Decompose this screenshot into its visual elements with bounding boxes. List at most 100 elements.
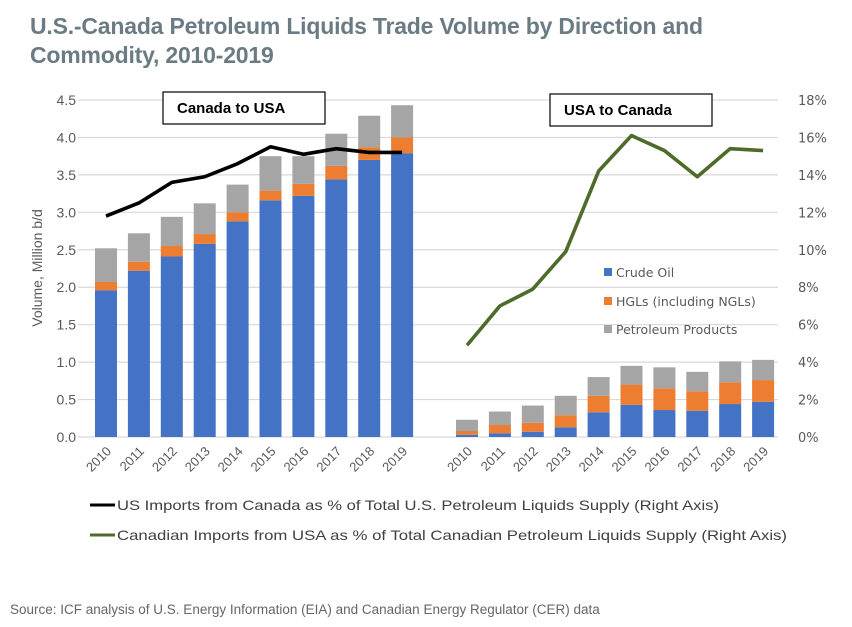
bar-usa-to-canada-crude-oil-2019 — [752, 401, 775, 437]
bar-usa-to-canada-petroleum-products-2015 — [620, 365, 643, 385]
chart-canvas: 0.0 0.5 1.0 1.5 2.0 2.5 3.0 3.5 4.0 4.5 0% 2% 4% 6% 8… — [29, 91, 827, 543]
bar-series — [95, 105, 775, 438]
bar-usa-to-canada-petroleum-products-2017 — [686, 371, 709, 392]
legend-label-canada-line: Canadian Imports from USA as % of Total … — [117, 527, 787, 543]
x-tick-label: 2015 — [609, 444, 640, 475]
legend-swatch-petroleum-products — [604, 325, 612, 333]
bar-usa-to-canada-hgls-2018 — [719, 382, 742, 405]
y-axis-label: Volume, Million b/d — [29, 209, 45, 327]
x-tick-label: 2017 — [313, 444, 344, 475]
x-tick-label: 2010 — [444, 444, 475, 475]
x-tick-label: 2019 — [379, 444, 410, 475]
bar-canada-to-usa-crude-oil-2017 — [325, 179, 348, 438]
bar-usa-to-canada-hgls-2013 — [554, 415, 577, 428]
y2-tick-label: 16% — [798, 131, 827, 146]
panel-label-canada-to-usa: Canada to USA — [162, 91, 326, 125]
bar-canada-to-usa-hgls-2014 — [226, 212, 249, 222]
legend-label-hgls: HGLs (including NGLs) — [616, 294, 756, 309]
y-tick-label: 2.0 — [57, 279, 77, 295]
bar-canada-to-usa-petroleum-products-2016 — [292, 156, 315, 184]
legend-label-us-line: US Imports from Canada as % of Total U.S… — [117, 497, 719, 513]
panel-label-box — [162, 91, 326, 125]
line-series — [105, 133, 764, 347]
y-tick-label: 1.0 — [57, 354, 77, 370]
bar-usa-to-canada-hgls-2016 — [653, 388, 676, 411]
bar-usa-to-canada-hgls-2012 — [521, 422, 544, 432]
bar-usa-to-canada-hgls-2015 — [620, 384, 643, 405]
x-tick-label: 2010 — [83, 444, 114, 475]
bar-canada-to-usa-hgls-2011 — [127, 261, 150, 271]
x-tick-label: 2014 — [576, 444, 607, 475]
y2-tick-label: 8% — [798, 281, 819, 296]
bar-canada-to-usa-crude-oil-2018 — [358, 159, 381, 437]
x-tick-label: 2014 — [215, 444, 246, 475]
bar-canada-to-usa-hgls-2016 — [292, 183, 315, 196]
x-tick-label: 2011 — [478, 444, 508, 474]
y2-tick-label: 4% — [798, 356, 819, 371]
bar-canada-to-usa-hgls-2013 — [193, 234, 216, 244]
bar-usa-to-canada-petroleum-products-2012 — [521, 405, 544, 423]
bar-usa-to-canada-hgls-2010 — [456, 431, 478, 435]
y-tick-label: 0.5 — [57, 392, 77, 408]
bar-usa-to-canada-crude-oil-2011 — [488, 433, 511, 437]
bar-usa-to-canada-petroleum-products-2013 — [554, 395, 577, 416]
y2-tick-label: 10% — [798, 244, 827, 259]
bar-canada-to-usa-crude-oil-2012 — [160, 256, 183, 437]
x-tick-label: 2017 — [674, 444, 705, 475]
line-canada-to-usa — [105, 145, 403, 218]
bar-canada-to-usa-crude-oil-2013 — [193, 243, 216, 437]
bar-canada-to-usa-crude-oil-2011 — [127, 270, 150, 437]
panel-label-usa-to-canada: USA to Canada — [549, 93, 713, 127]
y2-tick-label: 18% — [798, 94, 827, 109]
bar-usa-to-canada-petroleum-products-2011 — [488, 411, 511, 426]
bar-canada-to-usa-petroleum-products-2018 — [358, 115, 381, 148]
panel-label-text: Canada to USA — [177, 100, 286, 117]
bar-usa-to-canada-crude-oil-2017 — [686, 410, 709, 437]
legend-bars: Crude Oil HGLs (including NGLs) Petroleu… — [604, 265, 756, 337]
bar-canada-to-usa-hgls-2017 — [325, 165, 348, 180]
x-tick-label: 2016 — [641, 444, 672, 475]
right-axis-ticks: 0% 2% 4% 6% 8% 10% 12% 14% 16% 18% — [798, 94, 827, 446]
bar-canada-to-usa-hgls-2019 — [391, 137, 414, 154]
bar-canada-to-usa-hgls-2010 — [95, 281, 117, 291]
bar-usa-to-canada-crude-oil-2010 — [456, 434, 478, 437]
bar-usa-to-canada-hgls-2014 — [587, 395, 610, 413]
legend-label-petroleum-products: Petroleum Products — [616, 322, 737, 337]
x-tick-label: 2012 — [149, 444, 180, 475]
x-tick-label: 2019 — [740, 444, 771, 475]
bar-usa-to-canada-hgls-2019 — [752, 380, 775, 402]
bar-canada-to-usa-crude-oil-2015 — [259, 200, 282, 437]
y-tick-label: 3.5 — [57, 167, 77, 183]
line-usa-to-canada — [465, 133, 764, 347]
bar-canada-to-usa-petroleum-products-2010 — [95, 248, 117, 282]
bar-usa-to-canada-petroleum-products-2018 — [719, 361, 742, 383]
x-axis-ticks: 2010 2011 2012 2013 2014 2015 2016 2017 2018 2019… — [83, 444, 771, 475]
x-tick-label: 2018 — [346, 444, 377, 475]
y-tick-label: 4.5 — [57, 92, 77, 108]
legend-swatch-hgls — [604, 297, 612, 305]
x-tick-label: 2013 — [543, 444, 574, 475]
legend-lines: US Imports from Canada as % of Total U.S… — [90, 497, 787, 543]
source-note: Source: ICF analysis of U.S. Energy Info… — [10, 602, 600, 617]
bar-usa-to-canada-petroleum-products-2019 — [752, 359, 775, 381]
bar-usa-to-canada-petroleum-products-2016 — [653, 367, 676, 389]
bar-canada-to-usa-crude-oil-2014 — [226, 221, 249, 437]
bar-canada-to-usa-petroleum-products-2012 — [160, 216, 183, 247]
bar-usa-to-canada-crude-oil-2014 — [587, 412, 610, 437]
y-tick-label: 2.5 — [57, 242, 77, 258]
y2-tick-label: 2% — [798, 394, 819, 409]
bar-usa-to-canada-crude-oil-2016 — [653, 410, 676, 437]
bar-usa-to-canada-crude-oil-2012 — [521, 431, 544, 437]
bar-canada-to-usa-crude-oil-2010 — [95, 290, 117, 437]
bar-usa-to-canada-hgls-2017 — [686, 391, 709, 411]
x-tick-label: 2018 — [707, 444, 738, 475]
bar-canada-to-usa-petroleum-products-2013 — [193, 203, 216, 235]
x-tick-label: 2015 — [248, 444, 279, 475]
y2-tick-label: 14% — [798, 169, 827, 184]
bar-canada-to-usa-crude-oil-2019 — [391, 153, 414, 437]
bar-usa-to-canada-crude-oil-2013 — [554, 427, 577, 437]
y-tick-label: 0.0 — [57, 429, 77, 445]
bar-canada-to-usa-petroleum-products-2015 — [259, 156, 282, 191]
x-tick-label: 2016 — [280, 444, 311, 475]
y2-tick-label: 0% — [798, 431, 819, 446]
